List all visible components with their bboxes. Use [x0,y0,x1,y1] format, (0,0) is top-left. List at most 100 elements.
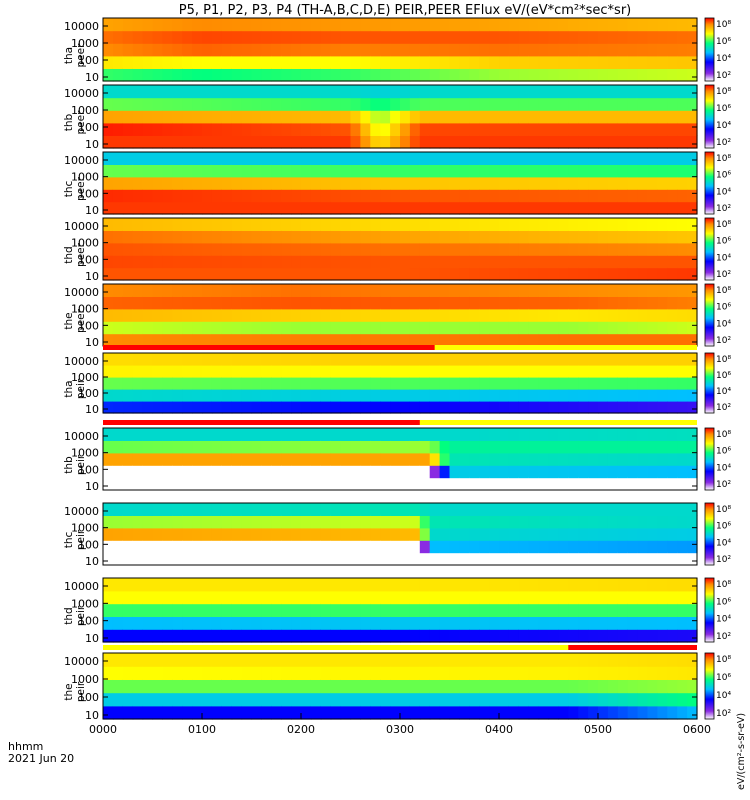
spectrogram-cell [489,218,500,231]
spectrogram-cell [429,85,441,99]
spectrogram-cell [617,135,629,149]
spectrogram-cell [310,110,322,124]
spectrogram-cell [647,616,658,630]
spectrogram-cell [499,692,510,707]
spectrogram-cell [518,705,530,720]
spectrogram-cell [340,267,352,281]
spectrogram-cell [508,201,520,215]
spectrogram-cell [301,629,312,643]
spectrogram-cell [390,97,401,111]
spectrogram-cell [350,477,361,491]
spectrogram-cell [380,679,391,694]
spectrogram-cell [568,230,579,244]
spectrogram-cell [627,515,639,529]
spectrogram-cell [627,135,639,149]
spectrogram-cell [112,55,124,69]
spectrogram-cell [657,353,668,366]
spectrogram-cell [182,267,193,281]
spectrogram-cell [182,30,193,44]
spectrogram-cell [182,85,193,99]
spectrogram-cell [162,540,173,554]
spectrogram-cell [380,365,391,378]
spectrogram-cell [301,110,312,124]
spectrogram-cell [687,30,698,44]
spectrogram-cell [340,679,352,694]
spectrogram-cell [152,705,163,720]
spectrogram-cell [152,333,163,347]
spectrogram-cell [211,401,223,414]
spectrogram-cell [271,255,282,269]
spectrogram-cell [320,43,332,57]
spectrogram-cell [380,255,391,269]
spectrogram-cell [667,110,678,124]
spectrogram-cell [558,477,569,491]
spectrogram-cell [647,333,658,347]
spectrogram-cell [578,477,589,491]
spectrogram-cell [112,515,124,529]
spectrogram-cell [598,616,609,630]
spectrogram-cell [340,308,352,322]
spectrogram-cell [291,365,302,378]
spectrogram-cell [192,465,203,479]
spectrogram-cell [409,679,421,694]
spectrogram-cell [400,692,411,707]
spectrogram-cell [409,230,421,244]
colorbar-tick-label: 10² [716,480,731,490]
spectrogram-cell [261,477,272,491]
spectrogram-cell [211,242,223,256]
spectrogram-cell [172,503,183,516]
spectrogram-cell [291,242,302,256]
spectrogram-cell [489,43,500,57]
spectrogram-cell [617,540,629,554]
spectrogram-cell [241,679,253,694]
chart-title: P5, P1, P2, P3, P4 (TH-A,B,C,D,E) PEIR,P… [179,3,632,18]
spectrogram-cell [637,30,649,44]
colorbar-tick-label: 10⁶ [716,371,731,381]
spectrogram-cell [360,552,371,566]
spectrogram-cell [400,503,411,516]
spectrogram-cell [528,503,540,516]
spectrogram-cell [677,255,688,269]
spectrogram-cell [489,527,500,541]
spectrogram-cell [508,616,520,630]
spectrogram-cell [172,452,183,466]
spectrogram-cell [103,365,114,378]
spectrogram-cell [479,68,490,82]
spectrogram-cell [251,540,262,554]
spectrogram-cell [548,333,559,347]
spectrogram-cell [202,30,213,44]
spectrogram-cell [291,527,302,541]
spectrogram-cell [617,189,629,203]
spectrogram-cell [261,255,272,269]
spectrogram-cell [627,18,639,32]
spectrogram-cell [588,30,599,44]
spectrogram-cell [588,679,599,694]
spectrogram-cell [301,679,312,694]
spectrogram-cell [558,30,569,44]
spectrogram-cell [538,428,550,441]
spectrogram-cell [508,30,520,44]
spectrogram-cell [528,152,540,165]
spectrogram-cell [449,176,460,190]
spectrogram-cell [211,616,223,630]
colorbar-tick-label: 10² [716,555,731,565]
spectrogram-cell [687,189,698,203]
spectrogram-cell [400,85,411,99]
spectrogram-cell [449,321,460,335]
spectrogram-cell [261,296,272,310]
spectrogram-cell [301,515,312,529]
spectrogram-cell [162,679,173,694]
spectrogram-cell [538,267,550,281]
spectrogram-cell [429,365,441,378]
colorbar [704,577,715,643]
spectrogram-cell [192,603,203,617]
spectrogram-cell [459,377,470,390]
spectrogram-cell [112,176,124,190]
spectrogram-cell [429,540,441,554]
spectrogram-cell [271,97,282,111]
spectrogram-cell [667,18,678,32]
spectrogram-cell [301,242,312,256]
spectrogram-cell [548,440,559,454]
spectrogram-cell [489,135,500,149]
spectrogram-cell [310,629,322,643]
